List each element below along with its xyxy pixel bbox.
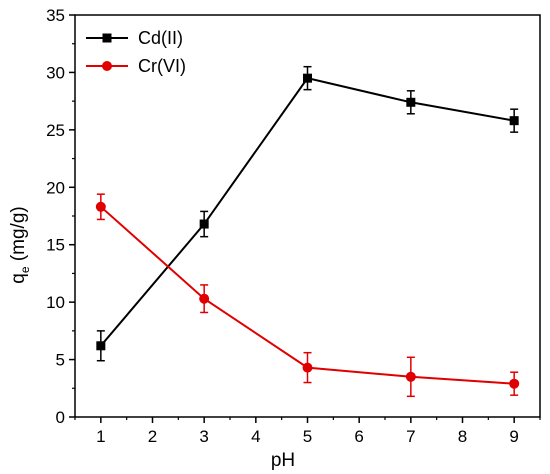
legend-label: Cd(II) — [138, 28, 183, 48]
data-point — [509, 378, 520, 389]
y-axis-title-units: (mg/g) — [8, 206, 29, 266]
x-tick-label: 6 — [354, 427, 363, 446]
data-point — [96, 341, 106, 351]
legend-item: Cd(II) — [86, 28, 183, 48]
x-tick-label: 3 — [199, 427, 208, 446]
series-layer — [95, 65, 520, 398]
data-point — [302, 362, 313, 373]
y-axis-title-main: q — [8, 273, 29, 284]
data-point — [509, 116, 519, 126]
y-tick-label: 5 — [56, 351, 65, 370]
data-point — [303, 73, 312, 83]
x-tick-label: 4 — [251, 427, 260, 446]
data-point — [95, 201, 106, 212]
axis-ticks: 1 2 3 4 5 6 7 8 9 0 5 10 15 20 25 30 35 — [46, 6, 541, 446]
y-axis-title: qe (mg/g) — [8, 206, 32, 283]
x-tick-label: 5 — [303, 427, 312, 446]
y-tick-label: 25 — [46, 121, 65, 140]
y-tick-label: 20 — [46, 178, 65, 197]
y-tick-label: 30 — [46, 63, 65, 82]
legend: Cd(II) Cr(VI) — [86, 28, 186, 76]
x-axis-title: pH — [271, 450, 295, 471]
series-cd — [96, 65, 519, 362]
y-tick-label: 10 — [46, 293, 65, 312]
x-tick-label: 9 — [509, 427, 518, 446]
y-axis-title-subscript: e — [18, 266, 32, 273]
data-point — [199, 293, 210, 304]
x-tick-label: 8 — [458, 427, 467, 446]
legend-label: Cr(VI) — [138, 56, 186, 76]
x-tick-label: 1 — [96, 427, 105, 446]
data-point — [199, 219, 209, 229]
x-tick-label: 2 — [148, 427, 157, 446]
data-point — [405, 371, 416, 382]
data-point — [406, 97, 416, 107]
legend-item: Cr(VI) — [86, 56, 186, 76]
series-line — [100, 77, 515, 347]
legend-marker — [102, 33, 112, 43]
series-cr — [95, 193, 520, 398]
y-tick-label: 0 — [56, 408, 65, 427]
y-tick-label: 35 — [46, 6, 65, 25]
y-tick-label: 15 — [46, 236, 65, 255]
x-tick-label: 7 — [406, 427, 415, 446]
legend-marker — [102, 61, 112, 71]
